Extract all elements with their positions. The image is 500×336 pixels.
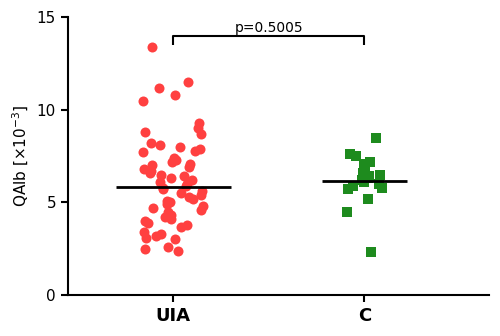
Point (359, 170, 367, 175)
Point (184, 222, 192, 227)
Point (184, 181, 192, 186)
Point (198, 188, 206, 194)
Point (194, 120, 202, 125)
Point (186, 165, 194, 170)
Point (376, 172, 384, 177)
Point (140, 218, 148, 224)
Point (147, 140, 155, 146)
Point (360, 179, 368, 185)
Point (152, 233, 160, 239)
Point (166, 200, 174, 205)
Point (148, 44, 156, 49)
Point (164, 209, 172, 214)
Point (144, 220, 152, 225)
Point (188, 177, 196, 183)
Point (158, 185, 166, 190)
Point (156, 179, 164, 185)
Point (178, 224, 186, 229)
Point (189, 196, 197, 201)
Point (200, 203, 207, 209)
Point (190, 148, 198, 153)
Point (364, 196, 372, 201)
Point (142, 246, 150, 251)
Point (150, 205, 158, 211)
Point (148, 163, 156, 168)
Point (194, 126, 202, 131)
Y-axis label: QAlb [$\times$10$^{-3}$]: QAlb [$\times$10$^{-3}$] (11, 105, 31, 207)
Point (154, 85, 162, 90)
Point (142, 235, 150, 240)
Point (360, 168, 368, 174)
Point (164, 198, 172, 203)
Point (364, 174, 372, 179)
Point (352, 154, 360, 159)
Point (378, 185, 386, 190)
Point (138, 150, 146, 155)
Point (174, 248, 182, 253)
Point (182, 183, 190, 188)
Point (162, 215, 170, 220)
Point (140, 98, 147, 103)
Point (167, 216, 175, 222)
Point (163, 202, 171, 207)
Point (196, 146, 204, 152)
Point (176, 191, 184, 196)
Point (164, 244, 172, 250)
Text: p=0.5005: p=0.5005 (234, 21, 303, 35)
Point (147, 168, 155, 174)
Point (172, 157, 180, 163)
Point (167, 213, 175, 218)
Point (156, 142, 164, 148)
Point (140, 129, 148, 135)
Point (164, 211, 172, 216)
Point (168, 159, 176, 164)
Point (158, 172, 166, 177)
Point (168, 176, 175, 181)
Point (159, 187, 167, 192)
Point (170, 155, 178, 161)
Point (366, 159, 374, 164)
Point (346, 152, 354, 157)
Point (344, 187, 352, 192)
Point (140, 229, 148, 235)
Point (376, 181, 384, 186)
Point (170, 237, 178, 242)
Point (367, 250, 375, 255)
Point (198, 207, 205, 213)
Point (358, 177, 366, 183)
Point (140, 166, 147, 172)
Point (186, 194, 194, 200)
Point (171, 92, 179, 98)
Point (364, 176, 372, 181)
Point (146, 170, 154, 175)
Point (342, 209, 350, 214)
Point (197, 131, 205, 136)
Point (176, 144, 184, 150)
Point (186, 161, 194, 166)
Point (372, 135, 380, 140)
Point (360, 161, 368, 166)
Point (196, 192, 204, 198)
Point (180, 174, 188, 179)
Point (157, 231, 165, 237)
Point (184, 79, 192, 85)
Point (350, 183, 358, 188)
